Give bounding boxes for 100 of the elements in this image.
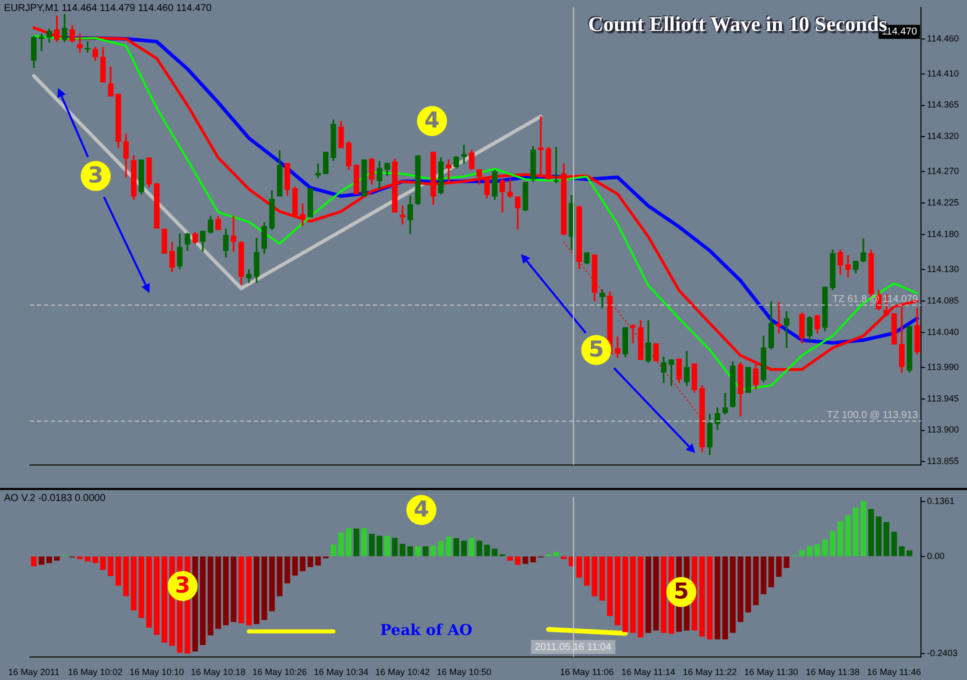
candlestick [315, 164, 321, 178]
bar [898, 546, 905, 556]
bar [100, 556, 106, 570]
x-tick-label: 16 May 11:14 [621, 667, 676, 678]
x-tick-label: 16 May 10:10 [129, 667, 184, 678]
bar [415, 546, 421, 556]
bar [146, 556, 152, 628]
bar [607, 556, 613, 616]
bar [430, 545, 436, 556]
y-tick-label: 114.085 [927, 295, 959, 306]
bar [361, 528, 367, 556]
bar [561, 556, 567, 560]
annotation: 3 [175, 574, 190, 599]
bar [714, 556, 720, 640]
bar [645, 556, 652, 633]
bar [338, 532, 344, 556]
annotation: 3 [88, 164, 104, 189]
bar [162, 556, 168, 643]
bar [330, 544, 336, 556]
bar [507, 556, 513, 561]
bar [400, 544, 406, 556]
bar [284, 556, 290, 584]
bar [799, 550, 805, 556]
y-tick-label: 114.270 [927, 166, 959, 176]
bar [838, 521, 844, 556]
bar [514, 556, 521, 565]
bar [407, 546, 414, 556]
x-tick-label: 16 May 11:38 [806, 667, 860, 678]
y-tick-label: 113.945 [927, 393, 959, 404]
annotation: 5 [674, 580, 689, 605]
bar [876, 516, 882, 556]
bar [230, 556, 236, 622]
bar [31, 556, 37, 566]
bar [576, 556, 582, 578]
bar [92, 556, 98, 564]
bar [346, 528, 352, 556]
bar [46, 556, 52, 564]
bar [860, 501, 866, 556]
bar [123, 556, 129, 596]
bar [660, 556, 667, 633]
bar [422, 546, 428, 556]
x-tick-label: 16 May 10:26 [252, 667, 307, 678]
x-tick-label: 16 May 2011 [8, 667, 60, 678]
bar [154, 556, 160, 635]
x-tick-label: 16 May 10:50 [436, 667, 492, 678]
x-tick-label: 16 May 10:02 [68, 667, 123, 678]
bar [906, 550, 912, 556]
candlestick [507, 179, 513, 198]
bar [38, 556, 44, 565]
bar [891, 532, 897, 556]
bar [453, 538, 460, 556]
y-tick-label: 113.990 [927, 362, 959, 372]
bar [108, 556, 114, 576]
bar [223, 556, 229, 626]
bar [292, 556, 298, 576]
bar [753, 556, 759, 606]
candlestick [630, 324, 636, 344]
bar [730, 556, 736, 633]
bar [638, 556, 644, 638]
bar [884, 522, 890, 556]
y-tick-label: 113.900 [927, 424, 959, 435]
bar [208, 556, 214, 636]
bar [622, 556, 628, 632]
bar [246, 556, 252, 626]
bar [84, 556, 90, 562]
bar [308, 556, 314, 568]
y-tick-label: -0.2403 [927, 648, 958, 658]
candlestick [400, 206, 406, 224]
bar [276, 556, 282, 596]
bar [699, 556, 705, 637]
candlestick [845, 255, 851, 278]
bar [745, 556, 752, 612]
bar [530, 556, 536, 562]
y-tick-label: 113.855 [927, 456, 959, 466]
bar [54, 556, 60, 561]
bar [760, 556, 766, 594]
bar [852, 508, 859, 556]
x-tick-label: 16 May 11:30 [744, 667, 798, 678]
chart-title: AO V.2 -0.0183 0.0000 [4, 493, 106, 504]
bar [368, 534, 375, 556]
bar [814, 544, 820, 556]
bar [269, 556, 275, 612]
x-tick-label: 16 May 10:18 [190, 667, 246, 678]
bar [315, 556, 321, 566]
bar [584, 556, 590, 586]
chart-subtitle: EURJPY,M1 114.464 114.479 114.460 114.470 [4, 3, 212, 14]
bar [461, 540, 467, 556]
bar [384, 536, 390, 556]
y-tick-label: 0.00 [927, 550, 945, 561]
annotation: 4 [414, 498, 430, 523]
bar [592, 556, 598, 596]
bar [630, 556, 636, 633]
bar [776, 556, 782, 577]
bar [484, 544, 490, 556]
y-tick-label: 114.040 [927, 326, 959, 337]
bar [768, 556, 774, 588]
bar [653, 556, 659, 630]
bar [138, 556, 144, 618]
annotation: 4 [424, 108, 440, 134]
y-tick-label: 114.225 [927, 198, 959, 208]
